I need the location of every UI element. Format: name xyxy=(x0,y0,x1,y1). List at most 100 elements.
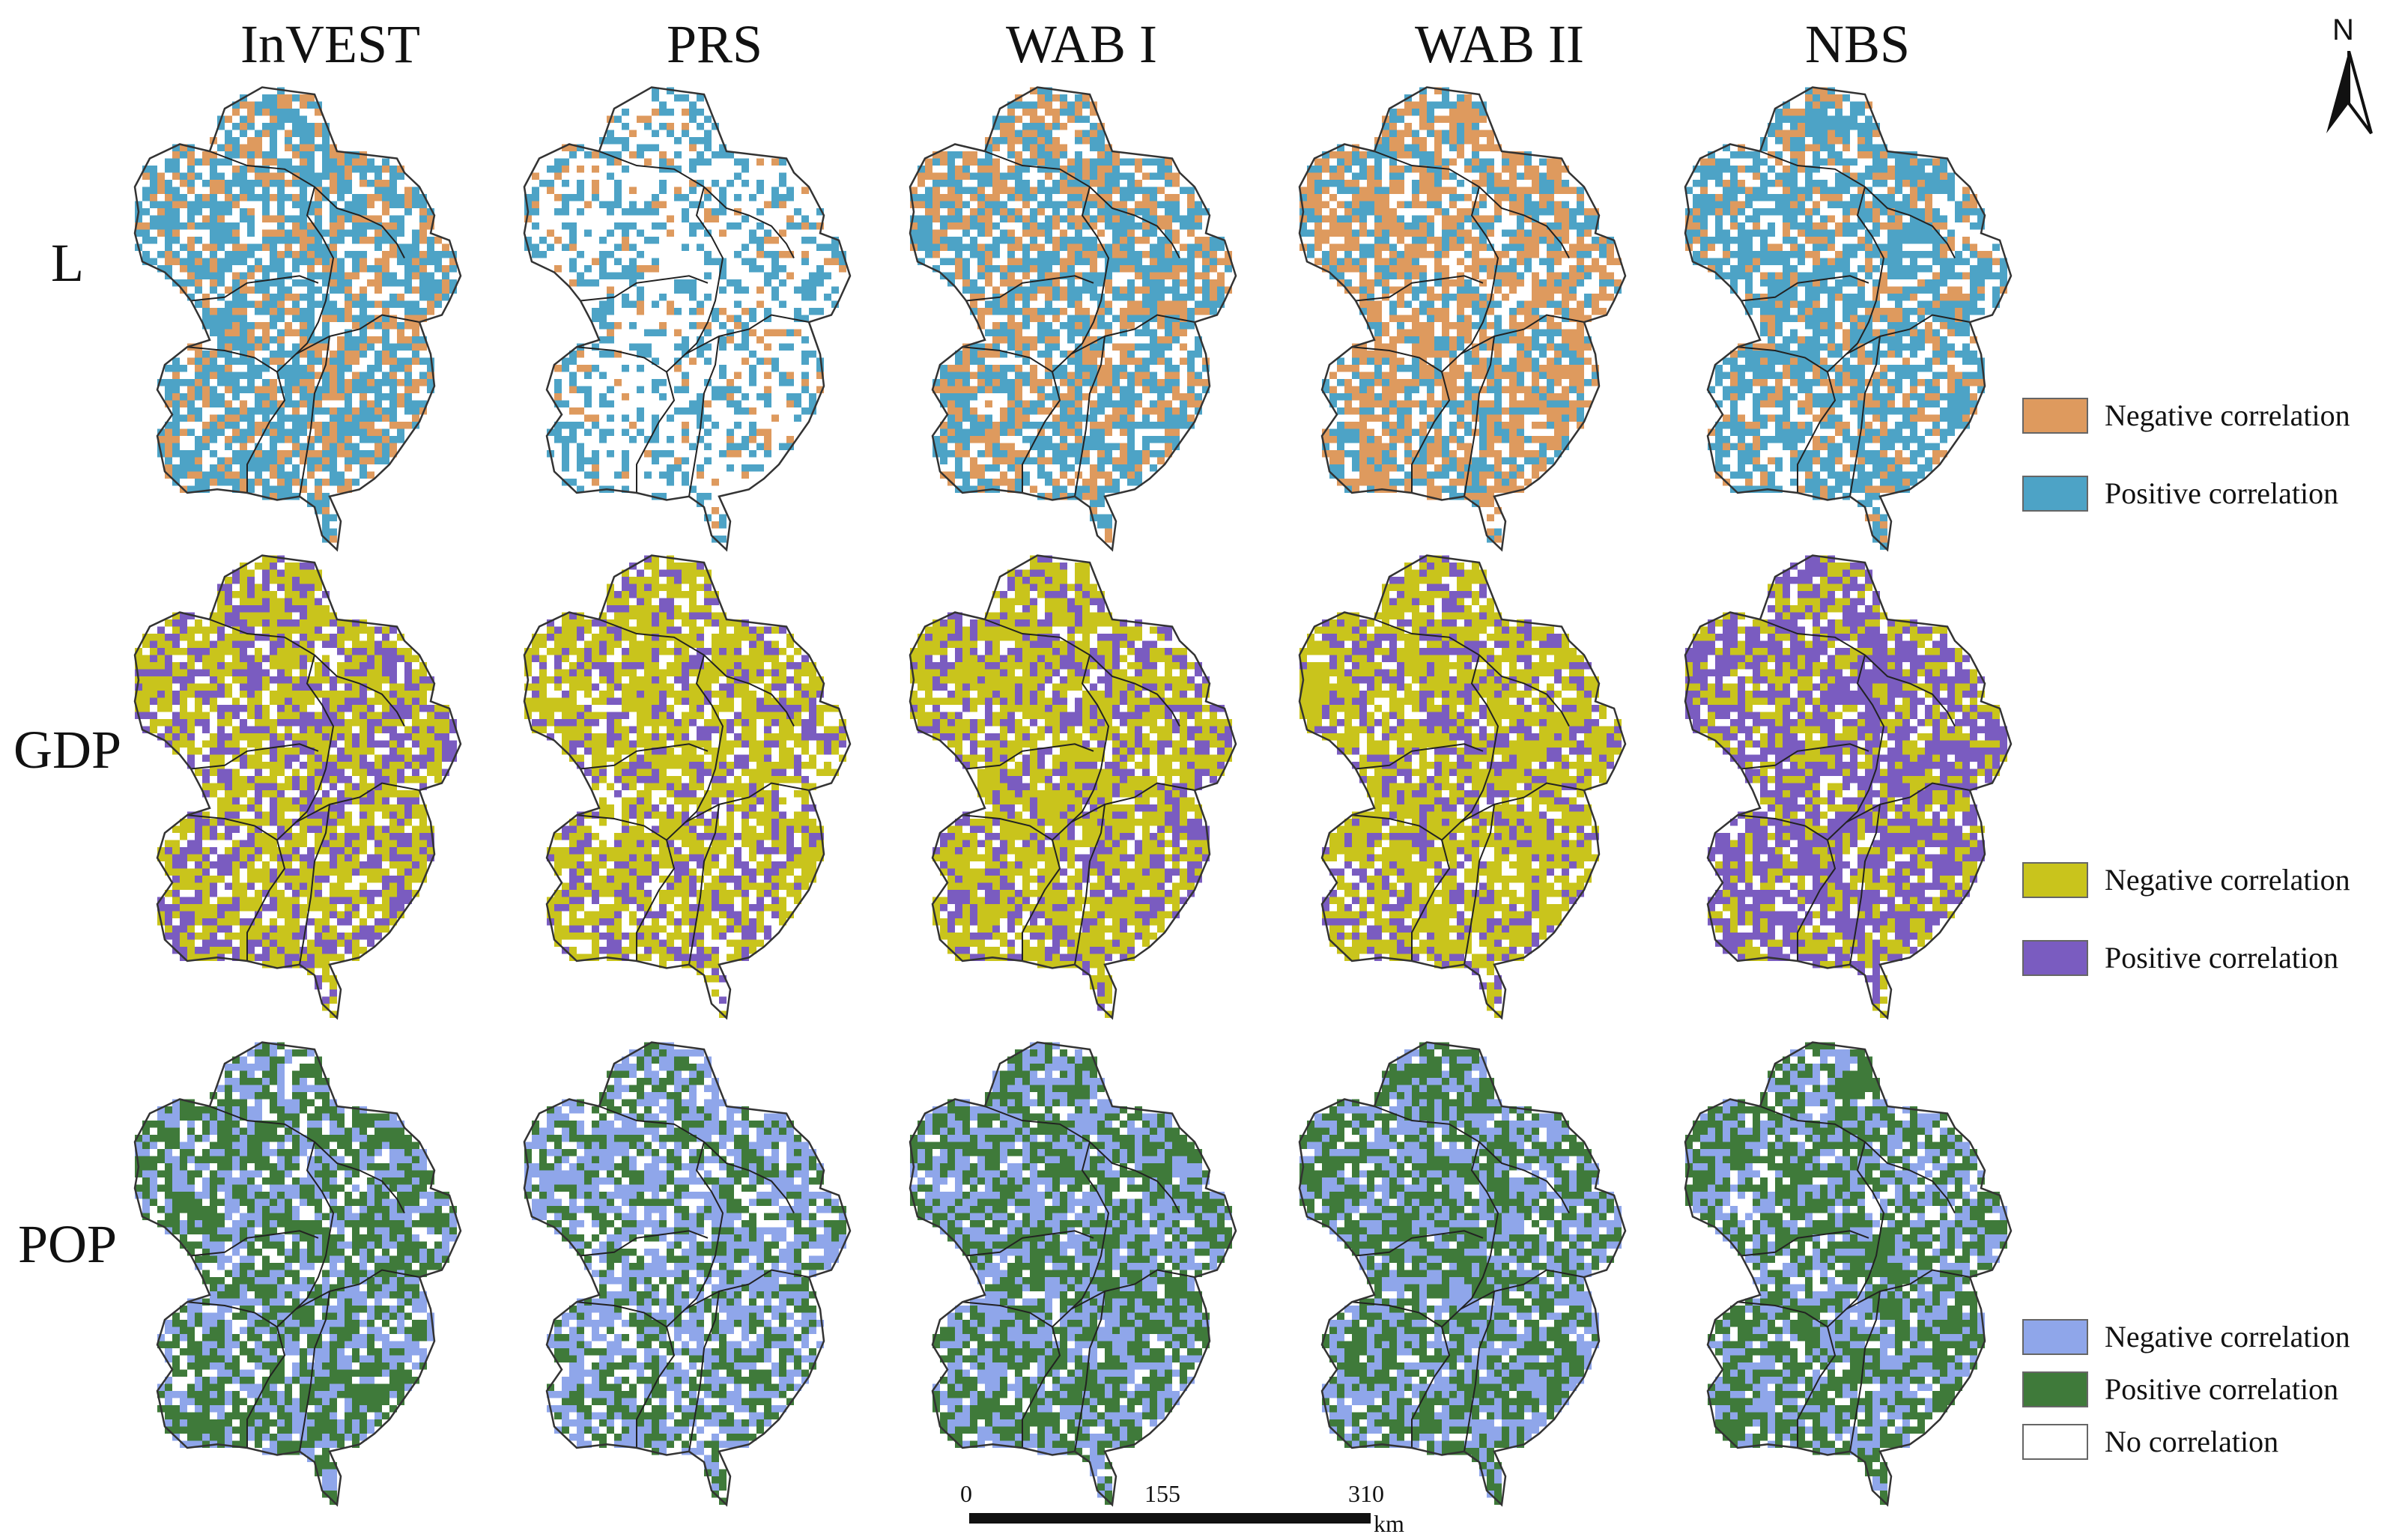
map-cell xyxy=(1112,251,1120,258)
map-cell xyxy=(360,208,367,216)
district-border xyxy=(246,372,286,493)
map-cell xyxy=(985,172,992,180)
map-cell xyxy=(180,279,187,287)
map-cell xyxy=(419,194,427,201)
map-cell xyxy=(970,436,977,443)
map-cell xyxy=(232,393,240,401)
map-cell xyxy=(300,137,307,145)
map-cell xyxy=(419,400,427,407)
map-cell xyxy=(262,286,270,294)
map-cell xyxy=(389,357,397,365)
map-cell xyxy=(1015,115,1022,123)
map-cell xyxy=(809,222,816,230)
map-cell xyxy=(232,372,240,379)
map-cell xyxy=(360,194,367,201)
map-cell xyxy=(1554,272,1562,279)
map-cell xyxy=(1464,393,1472,401)
map-cell xyxy=(1120,258,1127,265)
map-cell xyxy=(1112,158,1120,166)
map-cell xyxy=(1464,215,1472,222)
map-cell xyxy=(1045,130,1052,137)
map-cell xyxy=(1120,428,1127,436)
map-cell xyxy=(172,229,180,237)
map-cell xyxy=(809,308,816,315)
map-cell xyxy=(1479,500,1487,507)
map-cell xyxy=(270,422,277,429)
map-cell xyxy=(1367,279,1374,287)
map-cell xyxy=(315,351,322,358)
map-cell xyxy=(322,158,330,166)
map-cell xyxy=(697,351,704,358)
map-cell xyxy=(1479,130,1487,137)
map-cell xyxy=(1037,351,1045,358)
map-cell xyxy=(262,94,270,102)
map-cell xyxy=(962,229,970,237)
map-cell xyxy=(1442,308,1449,315)
map-cell xyxy=(940,158,947,166)
map-cell xyxy=(180,194,187,201)
map-cell xyxy=(1172,201,1180,208)
map-cell xyxy=(1157,258,1165,265)
map-cell xyxy=(240,101,247,109)
map-cell xyxy=(1367,450,1374,458)
map-cell xyxy=(1562,286,1569,294)
map-cell xyxy=(794,329,801,336)
map-cell xyxy=(232,222,240,230)
map-cell xyxy=(629,222,637,230)
map-cell xyxy=(307,94,315,102)
map-cell xyxy=(1427,237,1434,244)
map-cell xyxy=(1494,407,1502,415)
map-cell xyxy=(1464,123,1472,130)
map-cell xyxy=(1157,315,1165,322)
map-cell xyxy=(1359,351,1367,358)
map-cell xyxy=(749,258,756,265)
map-cell xyxy=(1022,422,1030,429)
map-cell xyxy=(1457,300,1464,308)
map-cell xyxy=(1090,130,1097,137)
map-cell xyxy=(1359,379,1367,386)
map-cell xyxy=(1180,294,1187,301)
map-cell xyxy=(1180,329,1187,336)
map-cell xyxy=(202,365,210,372)
map-cell xyxy=(262,336,270,344)
map-cell xyxy=(322,265,330,273)
map-cell xyxy=(397,436,404,443)
map-cell xyxy=(1442,265,1449,273)
map-cell xyxy=(734,222,741,230)
map-cell xyxy=(1569,400,1577,407)
map-cell xyxy=(712,315,719,322)
map-cell xyxy=(247,351,255,358)
map-cell xyxy=(1382,208,1389,216)
map-cell xyxy=(232,357,240,365)
map-cell xyxy=(1090,322,1097,330)
map-cell xyxy=(932,215,940,222)
map-cell xyxy=(1142,322,1150,330)
map-cell xyxy=(719,151,727,159)
map-cell xyxy=(1120,407,1127,415)
map-cell xyxy=(1524,336,1532,344)
map-cell xyxy=(1127,457,1135,464)
map-cell xyxy=(1479,258,1487,265)
map-cell xyxy=(1187,208,1195,216)
map-cell xyxy=(1517,428,1524,436)
map-cell xyxy=(1783,109,1790,116)
map-cell xyxy=(1479,222,1487,230)
map-cell xyxy=(1322,265,1329,273)
map-cell xyxy=(367,215,374,222)
map-cell xyxy=(1090,315,1097,322)
map-cell xyxy=(1502,151,1509,159)
map-cell xyxy=(1067,201,1075,208)
map-cell xyxy=(412,315,419,322)
map-cell xyxy=(1412,258,1419,265)
map-cell xyxy=(801,372,809,379)
map-cell xyxy=(1067,407,1075,415)
map-cell xyxy=(637,407,644,415)
map-cell xyxy=(1030,485,1037,493)
map-cell xyxy=(1813,130,1820,137)
map-cell xyxy=(1082,351,1090,358)
map-cell xyxy=(955,357,962,365)
map-cell xyxy=(247,329,255,336)
map-cell xyxy=(300,322,307,330)
map-cell xyxy=(1045,443,1052,450)
map-cell xyxy=(419,294,427,301)
